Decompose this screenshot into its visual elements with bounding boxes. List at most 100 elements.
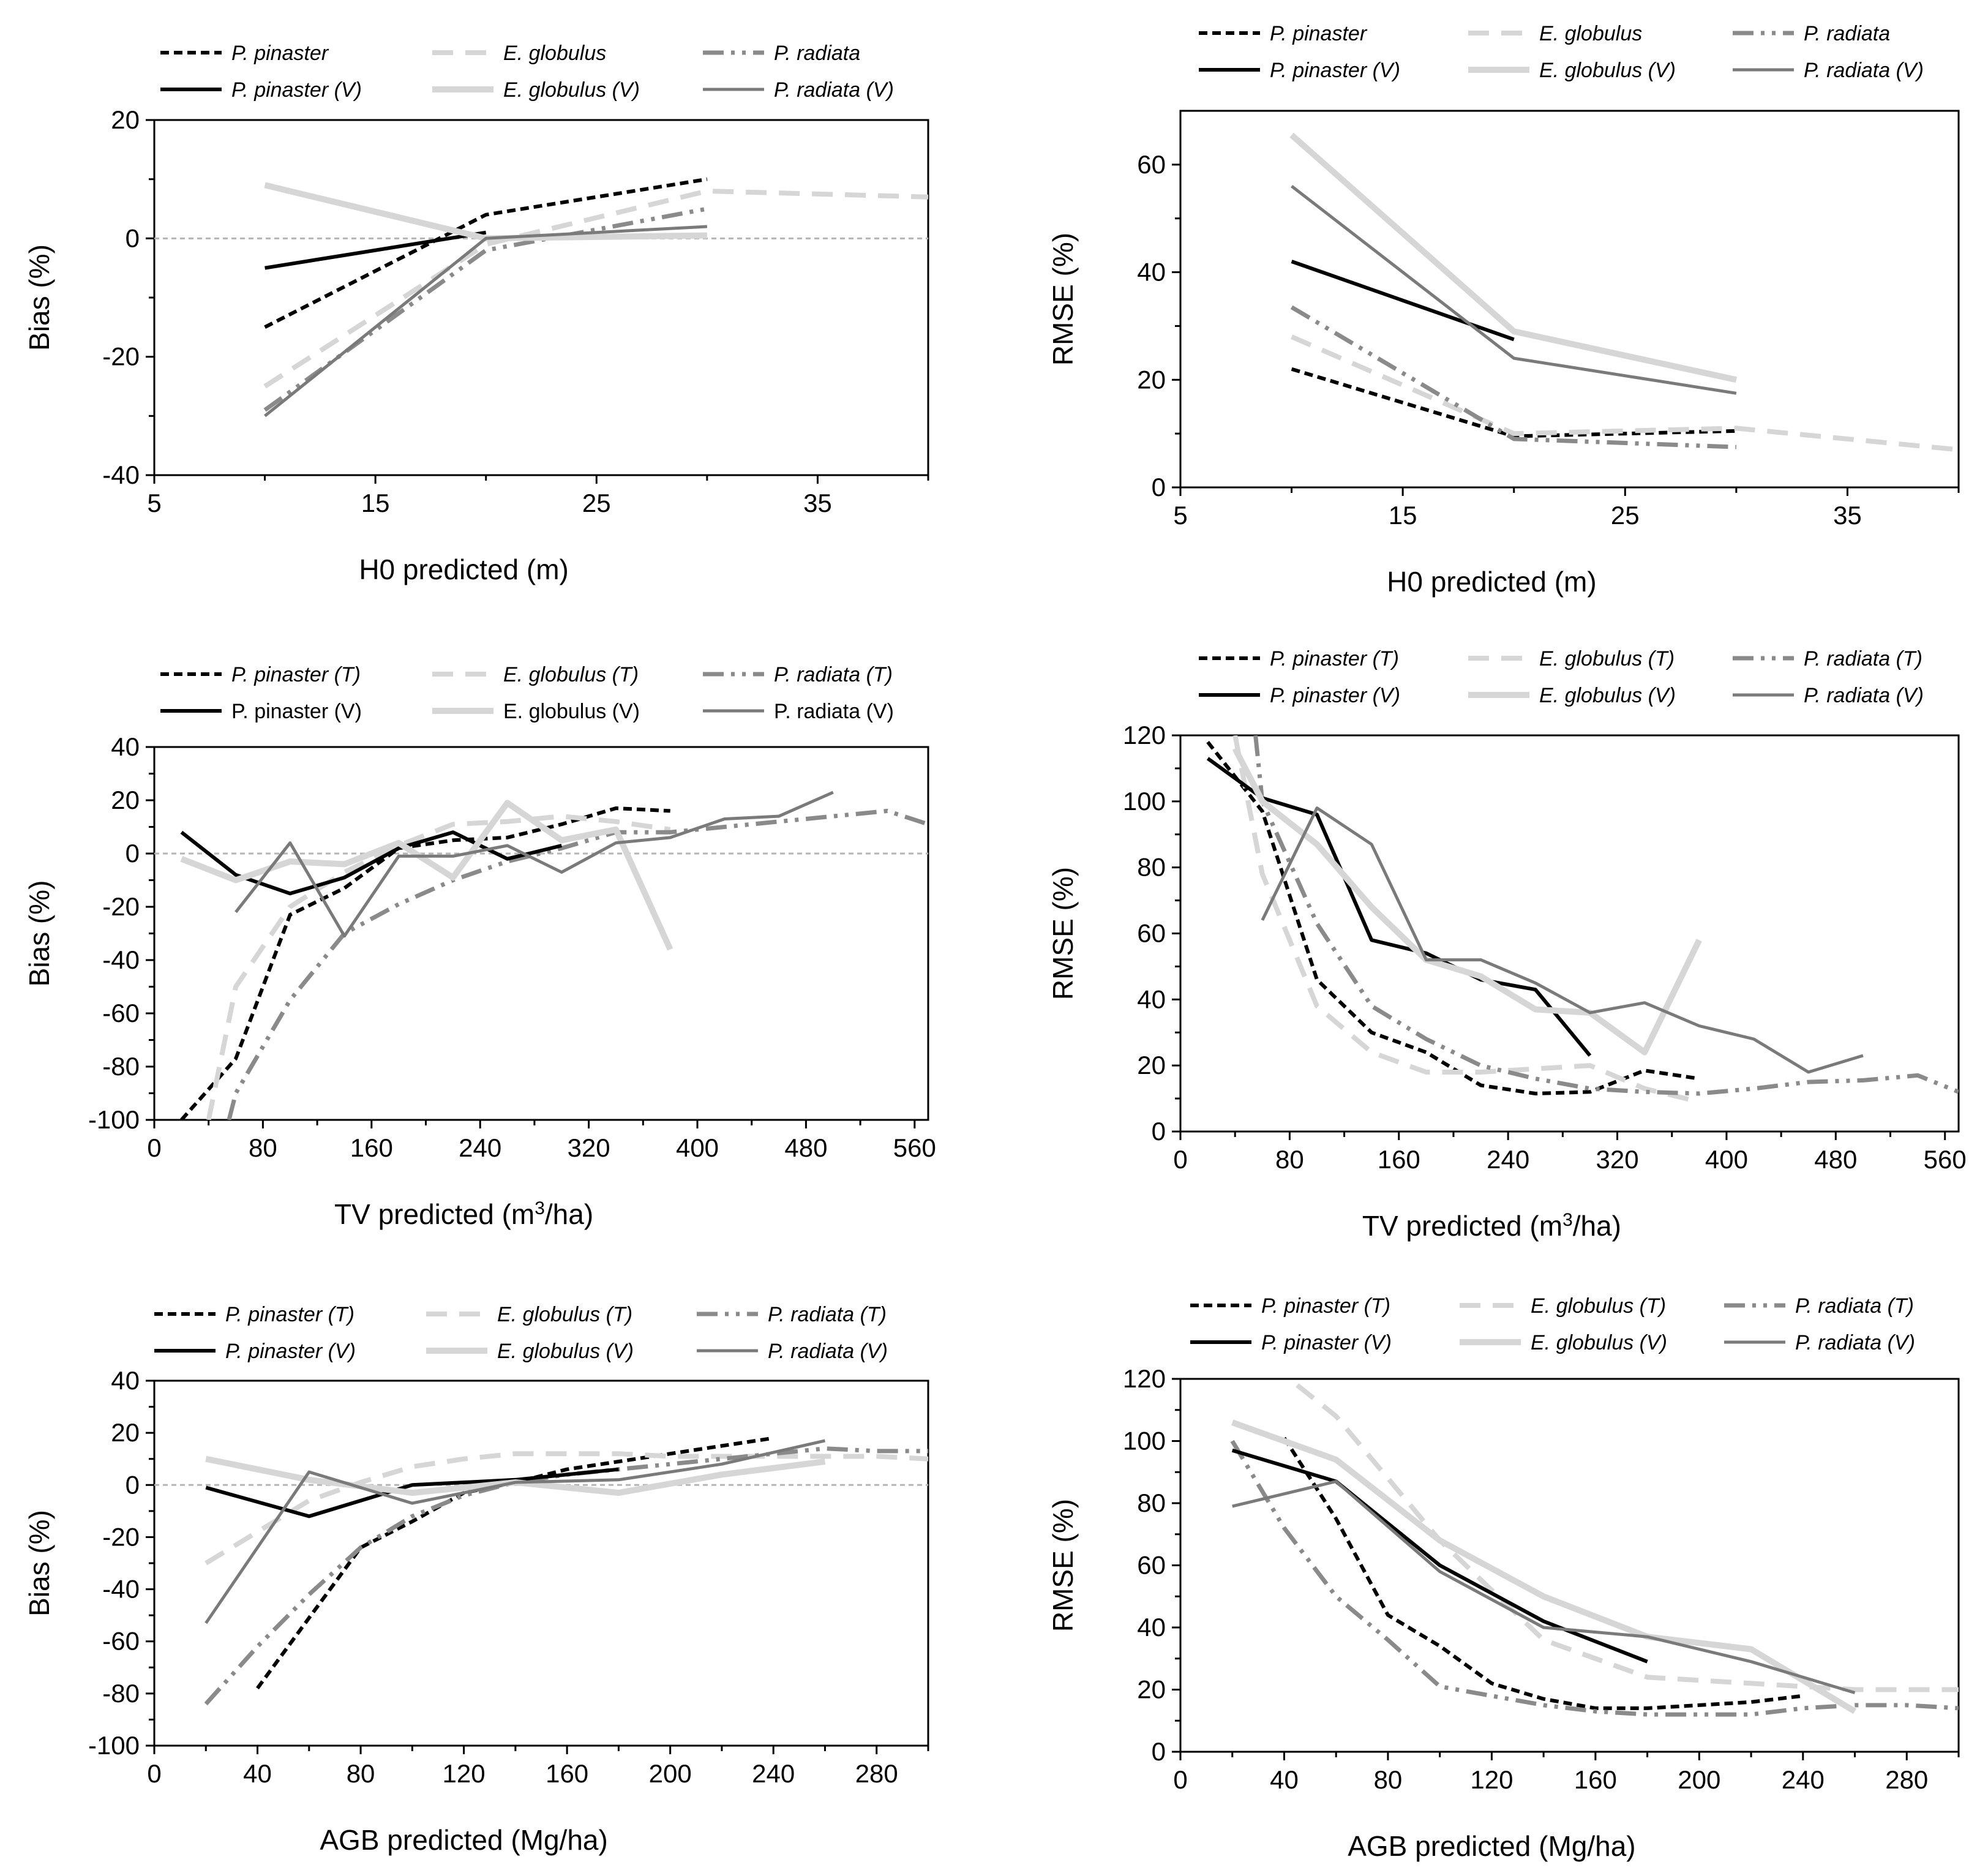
y-tick-label: 20 bbox=[111, 105, 140, 134]
series-group bbox=[180, 790, 928, 1120]
legend-label: P. radiata (V) bbox=[774, 700, 894, 723]
legend-item: P. pinaster (T) bbox=[1199, 647, 1399, 670]
y-axis-title: Bias (%) bbox=[23, 244, 55, 351]
series-group bbox=[1230, 1383, 1959, 1717]
x-tick-label: 15 bbox=[361, 489, 390, 517]
legend-label: E. globulus (T) bbox=[503, 663, 639, 686]
series-line bbox=[204, 1439, 826, 1624]
series-line bbox=[1206, 757, 1592, 1057]
x-tick-label: 160 bbox=[1574, 1765, 1617, 1794]
legend-label: P. pinaster (V) bbox=[1270, 59, 1400, 82]
series-line bbox=[1291, 185, 1737, 395]
legend-label: E. globulus (T) bbox=[497, 1303, 632, 1326]
legend-item: P. pinaster (V) bbox=[1190, 1331, 1392, 1354]
legend-item: P. pinaster (T) bbox=[1190, 1294, 1390, 1318]
plot-frame bbox=[153, 119, 929, 476]
x-axis-title: H0 predicted (m) bbox=[1387, 566, 1597, 598]
y-tick-label: -20 bbox=[102, 342, 140, 371]
plot-frame bbox=[153, 1379, 929, 1747]
chart-agb-bias: P. pinaster (T) E. globulus (T) P. radiata… bbox=[23, 1303, 929, 1856]
x-tick-label: 240 bbox=[1487, 1145, 1529, 1174]
series-group bbox=[1289, 132, 1959, 452]
legend-label: P. radiata (T) bbox=[768, 1303, 887, 1326]
series-line bbox=[264, 225, 708, 418]
y-tick-label: 20 bbox=[1137, 1675, 1166, 1704]
x-tick-label: 40 bbox=[243, 1759, 272, 1788]
x-tick-label: 160 bbox=[1378, 1145, 1420, 1174]
x-axis-title: AGB predicted (Mg/ha) bbox=[1348, 1830, 1635, 1862]
series-line bbox=[204, 1451, 928, 1566]
plot-frame bbox=[1179, 110, 1960, 489]
x-axis-title: AGB predicted (Mg/ha) bbox=[320, 1824, 607, 1856]
legend: P. pinaster (T) E. globulus (T) P. radiata… bbox=[1190, 1294, 1915, 1354]
legend: P. pinaster E. globulus P. radiata P. pinas… bbox=[160, 42, 894, 102]
chart-agb-rmse: P. pinaster (T) E. globulus (T) P. radiata… bbox=[1047, 1294, 1960, 1862]
series-group bbox=[1206, 735, 1959, 1105]
y-tick-label: 40 bbox=[1137, 258, 1166, 287]
x-tick-label: 5 bbox=[147, 489, 161, 517]
y-tick-label: 100 bbox=[1123, 787, 1166, 816]
y-tick-label: 60 bbox=[1137, 1551, 1166, 1580]
x-tick-label: 400 bbox=[1705, 1145, 1748, 1174]
legend-label: E. globulus (V) bbox=[1531, 1331, 1667, 1354]
x-axis-title: TV predicted (m3/ha) bbox=[334, 1198, 593, 1231]
legend-item: P. radiata (V) bbox=[1733, 59, 1924, 82]
series-line bbox=[264, 230, 487, 270]
legend-label: P. radiata bbox=[1804, 22, 1890, 45]
y-tick-label: 0 bbox=[1152, 1117, 1166, 1146]
series-line bbox=[1291, 367, 1736, 438]
legend-item: P. radiata (V) bbox=[697, 1340, 888, 1363]
legend-label: E. globulus (T) bbox=[1531, 1294, 1666, 1318]
y-tick-label: 60 bbox=[1137, 919, 1166, 948]
y-tick-label: -40 bbox=[102, 1575, 140, 1604]
x-tick-label: 0 bbox=[1173, 1765, 1187, 1794]
legend-label: E. globulus (T) bbox=[1539, 647, 1675, 670]
x-tick-label: 80 bbox=[1275, 1145, 1304, 1174]
legend-item: E. globulus (V) bbox=[426, 1340, 634, 1363]
legend: P. pinaster (T) E. globulus (T) P. radiata… bbox=[1199, 647, 1924, 707]
legend-item: P. radiata (V) bbox=[703, 700, 894, 723]
legend-item: E. globulus (T) bbox=[1460, 1294, 1666, 1318]
series-line bbox=[1231, 1448, 1648, 1664]
legend-label: P. pinaster (V) bbox=[231, 78, 362, 102]
x-tick-label: 320 bbox=[568, 1133, 610, 1162]
legend-item: E. globulus (T) bbox=[426, 1303, 632, 1326]
legend-label: P. pinaster (T) bbox=[225, 1303, 354, 1326]
legend-label: P. pinaster (V) bbox=[231, 700, 362, 723]
y-tick-label: -80 bbox=[102, 1052, 140, 1081]
x-tick-label: 240 bbox=[1782, 1765, 1825, 1794]
series-line bbox=[1230, 1439, 1959, 1717]
series-line bbox=[264, 177, 708, 329]
chart-tv-rmse: P. pinaster (T) E. globulus (T) P. radiata… bbox=[1047, 647, 1967, 1242]
legend-label: P. radiata (V) bbox=[1795, 1331, 1915, 1354]
y-tick-label: 40 bbox=[111, 1366, 140, 1395]
legend-label: P. pinaster (V) bbox=[1261, 1331, 1392, 1354]
x-tick-label: 160 bbox=[350, 1133, 393, 1162]
x-tick-label: 0 bbox=[147, 1759, 161, 1788]
chart-h0-rmse: P. pinaster E. globulus P. radiata P. pinas… bbox=[1047, 22, 1960, 598]
series-line bbox=[1289, 132, 1737, 383]
series-line bbox=[256, 1436, 774, 1690]
plot-frame bbox=[1179, 734, 1960, 1133]
series-line bbox=[1232, 747, 1702, 1056]
y-axis-title: RMSE (%) bbox=[1047, 867, 1079, 1000]
series-line bbox=[180, 806, 670, 1120]
legend-item: P. radiata (V) bbox=[1733, 684, 1924, 707]
legend-item: P. pinaster (V) bbox=[160, 700, 362, 723]
series-line bbox=[1261, 806, 1864, 1074]
x-tick-label: 120 bbox=[443, 1759, 486, 1788]
legend-item: E. globulus (V) bbox=[1468, 59, 1676, 82]
y-tick-label: -80 bbox=[102, 1679, 140, 1708]
legend-item: P. radiata (T) bbox=[1724, 1294, 1914, 1318]
x-axis-title: H0 predicted (m) bbox=[359, 554, 569, 585]
legend: P. pinaster E. globulus P. radiata P. pinas… bbox=[1199, 22, 1924, 82]
y-tick-label: 120 bbox=[1123, 1364, 1166, 1393]
y-tick-label: 80 bbox=[1137, 1488, 1166, 1517]
legend-label: E. globulus (V) bbox=[1539, 59, 1676, 82]
legend-label: P. radiata (V) bbox=[768, 1340, 888, 1363]
y-axis-title: Bias (%) bbox=[23, 1510, 55, 1616]
y-tick-label: -100 bbox=[88, 1105, 140, 1134]
series-group bbox=[204, 1436, 928, 1706]
y-tick-label: 0 bbox=[126, 839, 140, 868]
